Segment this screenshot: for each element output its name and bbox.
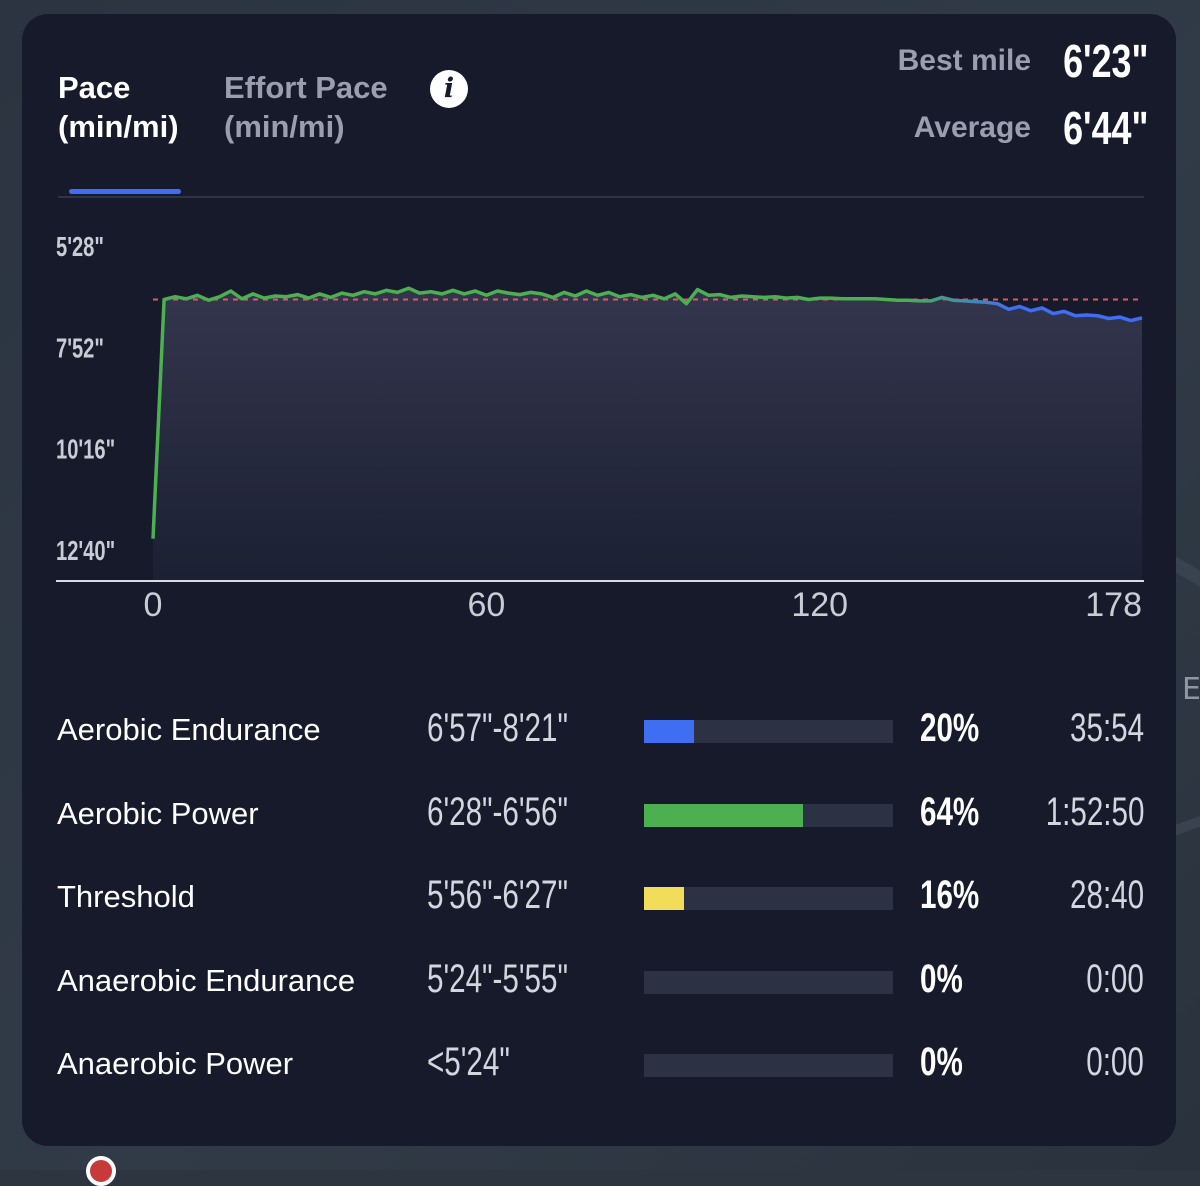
zone-pace-range: 5'24"-5'55" [427,957,568,1001]
x-tick-label: 178 [1085,586,1142,624]
average-value: 6'44" [1062,102,1148,154]
zone-bar-track [644,971,893,994]
zone-bar-track [644,1054,893,1077]
zone-bar-fill [644,887,684,910]
zone-time: 28:40 [1069,873,1144,917]
tab-pace-title: Pace [58,70,131,105]
y-tick-label: 10'16" [56,435,115,466]
zone-percent: 0% [920,1040,963,1084]
zone-bar-fill [644,804,804,827]
zone-time: 0:00 [1086,957,1144,1001]
best-mile-label: Best mile [897,44,1031,77]
pace-series-line [151,286,1143,539]
zone-row: Aerobic Endurance 6'57"-8'21" 20% 35:54 [22,700,1176,760]
zone-pace-range: <5'24" [427,1040,510,1084]
y-tick-label: 5'28" [56,232,104,263]
tab-effort-title: Effort Pace [224,70,388,105]
zone-name: Aerobic Endurance [57,712,321,747]
zone-percent: 16% [920,873,980,917]
zone-bar-track [644,720,893,743]
tab-divider [58,196,1144,198]
zone-pace-range: 5'56"-6'27" [427,873,568,917]
x-tick-label: 120 [791,586,848,624]
tab-pace[interactable]: Pace (min/mi) [58,68,179,146]
zone-row: Aerobic Power 6'28"-6'56" 64% 1:52:50 [22,784,1176,844]
zone-time: 0:00 [1086,1040,1144,1084]
zone-name: Aerobic Power [57,796,259,831]
y-tick-label: 12'40" [56,536,115,567]
map-edge-label: E [1182,672,1200,707]
pace-card: Pace (min/mi) Effort Pace (min/mi) i Bes… [22,14,1176,1146]
zone-row: Anaerobic Power <5'24" 0% 0:00 [22,1034,1176,1094]
map-marker-icon [86,1156,116,1186]
zone-percent: 0% [920,957,963,1001]
zone-percent: 20% [920,706,980,750]
zone-row: Anaerobic Endurance 5'24"-5'55" 0% 0:00 [22,951,1176,1011]
best-mile-value: 6'23" [1062,35,1148,87]
zone-bar-track [644,804,893,827]
zone-bar-fill [644,720,694,743]
x-tick-label: 0 [144,586,163,624]
average-label: Average [913,111,1031,144]
info-icon[interactable]: i [430,70,468,108]
zone-name: Anaerobic Power [57,1046,294,1081]
y-tick-label: 7'52" [56,333,104,364]
zone-time: 1:52:50 [1045,790,1144,834]
zone-bar-track [644,887,893,910]
zone-row: Threshold 5'56"-6'27" 16% 28:40 [22,867,1176,927]
pace-chart: 5'28" 7'52" 10'16" 12'40" 0 60 120 178 [56,232,1144,624]
zone-pace-range: 6'57"-8'21" [427,706,568,750]
x-tick-label: 60 [467,586,505,624]
zone-pace-range: 6'28"-6'56" [427,790,568,834]
tab-effort-pace[interactable]: Effort Pace (min/mi) [224,68,388,146]
zone-name: Anaerobic Endurance [57,963,356,998]
zone-name: Threshold [57,879,195,914]
tab-pace-unit: (min/mi) [58,109,179,144]
pace-area-fill [153,288,1142,580]
tab-effort-unit: (min/mi) [224,109,345,144]
active-tab-indicator [69,189,181,194]
zone-time: 35:54 [1069,706,1144,750]
zone-percent: 64% [920,790,980,834]
